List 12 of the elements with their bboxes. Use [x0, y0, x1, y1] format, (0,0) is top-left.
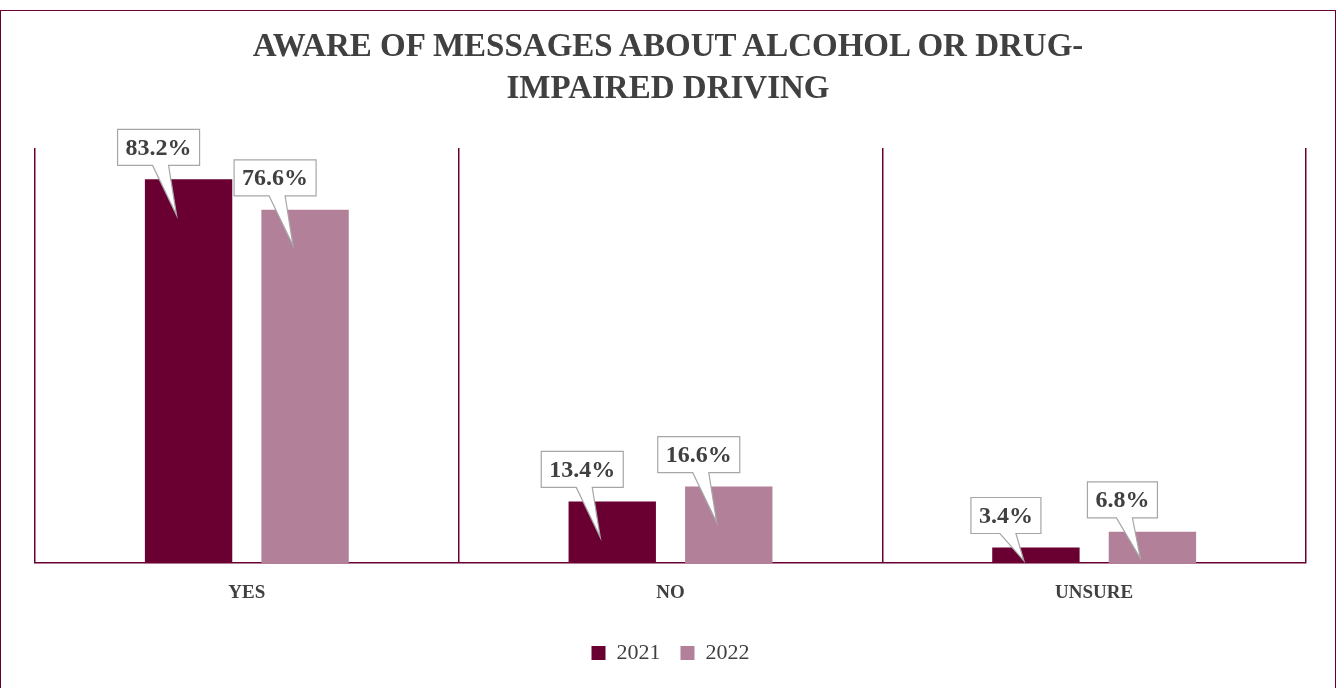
chart-title: AWARE OF MESSAGES ABOUT ALCOHOL OR DRUG-IMPAIRED DRIVING [251, 26, 1085, 107]
legend-label: 2021 [616, 638, 661, 664]
data-label: 83.2% [125, 133, 192, 160]
data-label: 3.4% [978, 501, 1033, 528]
x-tick-label: YES [228, 580, 266, 602]
x-tick-label: NO [656, 580, 685, 602]
x-tick-label: UNSURE [1055, 580, 1134, 602]
data-label: 13.4% [549, 455, 616, 482]
data-label: 6.8% [1095, 486, 1150, 513]
data-label: 16.6% [665, 440, 732, 467]
legend-label: 2022 [705, 638, 750, 664]
data-label: 76.6% [242, 164, 309, 191]
